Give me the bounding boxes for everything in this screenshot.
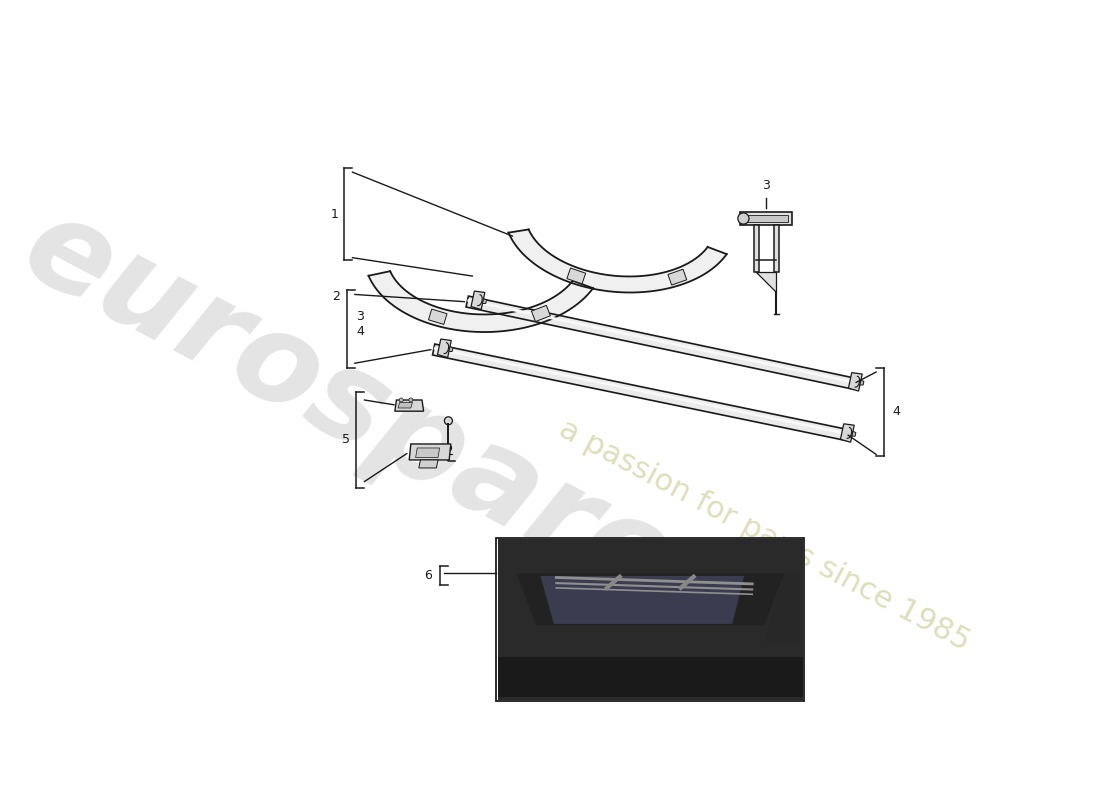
Polygon shape [745,214,789,222]
Polygon shape [483,298,486,303]
Polygon shape [756,272,777,292]
Bar [496,538,804,702]
Polygon shape [429,309,447,325]
Polygon shape [860,380,864,385]
Polygon shape [531,306,550,322]
Polygon shape [449,346,453,351]
Polygon shape [754,225,759,272]
Polygon shape [419,460,438,468]
Polygon shape [466,296,856,390]
Polygon shape [764,574,800,642]
Polygon shape [468,298,856,384]
Text: 4: 4 [356,325,364,338]
Polygon shape [516,574,784,626]
Polygon shape [471,291,485,310]
Text: a passion for parts since 1985: a passion for parts since 1985 [553,415,975,657]
Bar [498,658,803,698]
Polygon shape [416,448,440,458]
Polygon shape [773,225,779,272]
Circle shape [399,398,404,402]
Circle shape [446,445,452,451]
Polygon shape [840,424,855,442]
Text: 6: 6 [425,569,432,582]
Polygon shape [566,268,585,284]
Polygon shape [508,230,727,293]
Polygon shape [398,402,412,408]
Text: 3: 3 [762,179,770,192]
Polygon shape [540,576,745,624]
Polygon shape [438,339,451,358]
Polygon shape [409,444,451,460]
Polygon shape [851,431,856,436]
Text: 5: 5 [342,434,350,446]
Text: 1: 1 [330,208,338,221]
Bar [498,539,803,700]
Polygon shape [395,400,424,411]
Text: 3: 3 [356,310,364,323]
Polygon shape [668,270,686,285]
Polygon shape [368,271,593,332]
Circle shape [409,398,412,402]
Circle shape [738,213,749,224]
Circle shape [444,417,452,425]
Polygon shape [433,346,848,435]
Polygon shape [432,344,848,441]
Text: 4: 4 [892,405,900,418]
Text: eurospares: eurospares [3,185,758,663]
Polygon shape [848,373,862,391]
Polygon shape [740,212,792,225]
Text: 2: 2 [332,290,341,302]
